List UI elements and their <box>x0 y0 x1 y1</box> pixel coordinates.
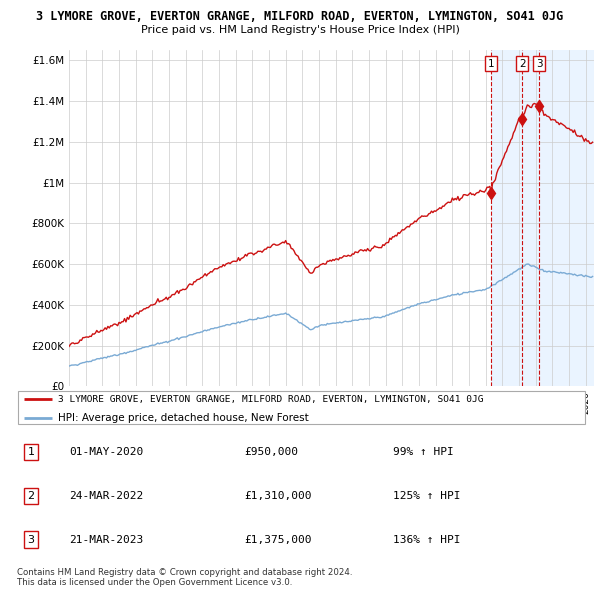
Text: 2: 2 <box>519 58 526 68</box>
FancyBboxPatch shape <box>18 391 585 424</box>
Text: Price paid vs. HM Land Registry's House Price Index (HPI): Price paid vs. HM Land Registry's House … <box>140 25 460 35</box>
Text: Contains HM Land Registry data © Crown copyright and database right 2024.: Contains HM Land Registry data © Crown c… <box>17 568 352 576</box>
Text: 3 LYMORE GROVE, EVERTON GRANGE, MILFORD ROAD, EVERTON, LYMINGTON, SO41 0JG: 3 LYMORE GROVE, EVERTON GRANGE, MILFORD … <box>58 395 484 404</box>
Text: £1,310,000: £1,310,000 <box>244 491 312 501</box>
Text: 3 LYMORE GROVE, EVERTON GRANGE, MILFORD ROAD, EVERTON, LYMINGTON, SO41 0JG: 3 LYMORE GROVE, EVERTON GRANGE, MILFORD … <box>37 10 563 23</box>
Text: £1,375,000: £1,375,000 <box>244 535 312 545</box>
Text: 99% ↑ HPI: 99% ↑ HPI <box>393 447 454 457</box>
Text: 125% ↑ HPI: 125% ↑ HPI <box>393 491 461 501</box>
Text: 2: 2 <box>28 491 35 501</box>
Bar <box>491 50 594 386</box>
Text: 21-MAR-2023: 21-MAR-2023 <box>70 535 143 545</box>
Text: 3: 3 <box>536 58 542 68</box>
Text: 01-MAY-2020: 01-MAY-2020 <box>70 447 143 457</box>
Text: This data is licensed under the Open Government Licence v3.0.: This data is licensed under the Open Gov… <box>17 578 292 587</box>
Text: £950,000: £950,000 <box>244 447 298 457</box>
Text: 3: 3 <box>28 535 35 545</box>
Text: HPI: Average price, detached house, New Forest: HPI: Average price, detached house, New … <box>58 413 309 423</box>
Text: 1: 1 <box>488 58 494 68</box>
Text: 24-MAR-2022: 24-MAR-2022 <box>70 491 143 501</box>
Text: 1: 1 <box>28 447 35 457</box>
Text: 136% ↑ HPI: 136% ↑ HPI <box>393 535 461 545</box>
